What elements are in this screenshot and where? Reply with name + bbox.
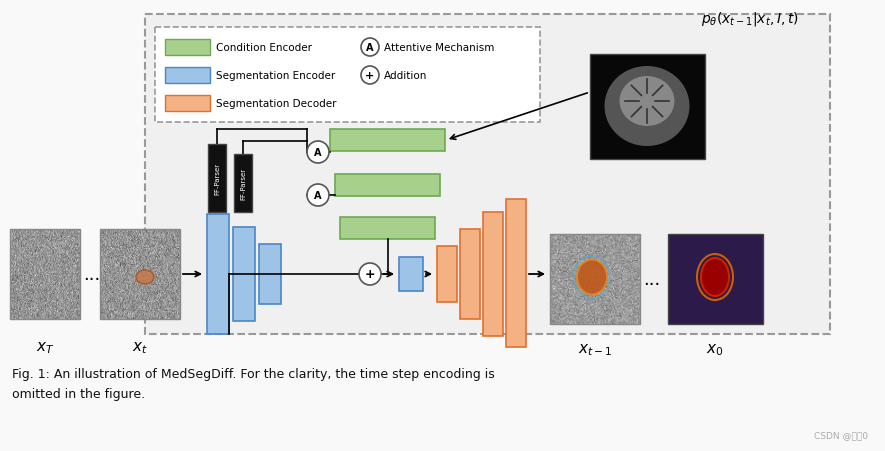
Text: $p_{\theta}(x_{t-1}|x_t, I, t)$: $p_{\theta}(x_{t-1}|x_t, I, t)$ — [701, 10, 799, 28]
Ellipse shape — [604, 67, 689, 147]
Text: ...: ... — [643, 271, 660, 288]
Bar — [208, 145, 226, 212]
Text: Condition Encoder: Condition Encoder — [216, 43, 312, 53]
Text: $x_T$: $x_T$ — [35, 339, 54, 355]
Text: Segmentation Decoder: Segmentation Decoder — [216, 99, 336, 109]
Circle shape — [307, 142, 329, 164]
Text: $x_t$: $x_t$ — [132, 339, 148, 355]
Text: FF-Parser: FF-Parser — [214, 162, 220, 195]
Bar — [165, 96, 210, 112]
Bar — [340, 217, 435, 239]
Bar — [155, 28, 540, 123]
Text: $x_0$: $x_0$ — [706, 341, 724, 357]
Text: Segmentation Encoder: Segmentation Encoder — [216, 71, 335, 81]
Circle shape — [307, 184, 329, 207]
Text: +: + — [366, 71, 374, 81]
Bar — [10, 230, 80, 319]
Circle shape — [361, 39, 379, 57]
Text: A: A — [366, 43, 373, 53]
Text: +: + — [365, 268, 375, 281]
Bar — [233, 227, 255, 321]
Text: ...: ... — [83, 265, 101, 283]
Bar — [145, 15, 830, 334]
Bar — [483, 212, 503, 336]
Text: Addition: Addition — [384, 71, 427, 81]
Text: CSDN @小刀0: CSDN @小刀0 — [814, 430, 868, 439]
Bar — [590, 55, 705, 160]
Ellipse shape — [136, 271, 154, 285]
Text: Attentive Mechanism: Attentive Mechanism — [384, 43, 495, 53]
Bar — [335, 175, 440, 197]
Circle shape — [361, 67, 379, 85]
Circle shape — [359, 263, 381, 285]
Ellipse shape — [701, 258, 729, 296]
Text: FF-Parser: FF-Parser — [240, 168, 246, 200]
Bar — [668, 235, 763, 324]
Bar — [234, 155, 252, 212]
Bar — [330, 130, 445, 152]
Bar — [207, 215, 229, 334]
Text: $x_{t-1}$: $x_{t-1}$ — [578, 341, 612, 357]
Bar — [100, 230, 180, 319]
Bar — [550, 235, 640, 324]
Text: Fig. 1: An illustration of MedSegDiff. For the clarity, the time step encoding i: Fig. 1: An illustration of MedSegDiff. F… — [12, 367, 495, 380]
Text: A: A — [314, 147, 322, 158]
Bar — [165, 40, 210, 56]
Bar — [506, 199, 526, 347]
Bar — [460, 230, 480, 319]
Bar — [259, 244, 281, 304]
Ellipse shape — [577, 260, 607, 295]
Bar — [165, 68, 210, 84]
Bar — [437, 246, 457, 302]
Text: A: A — [314, 191, 322, 201]
Bar — [399, 258, 423, 291]
Ellipse shape — [620, 77, 674, 127]
Text: omitted in the figure.: omitted in the figure. — [12, 387, 145, 400]
